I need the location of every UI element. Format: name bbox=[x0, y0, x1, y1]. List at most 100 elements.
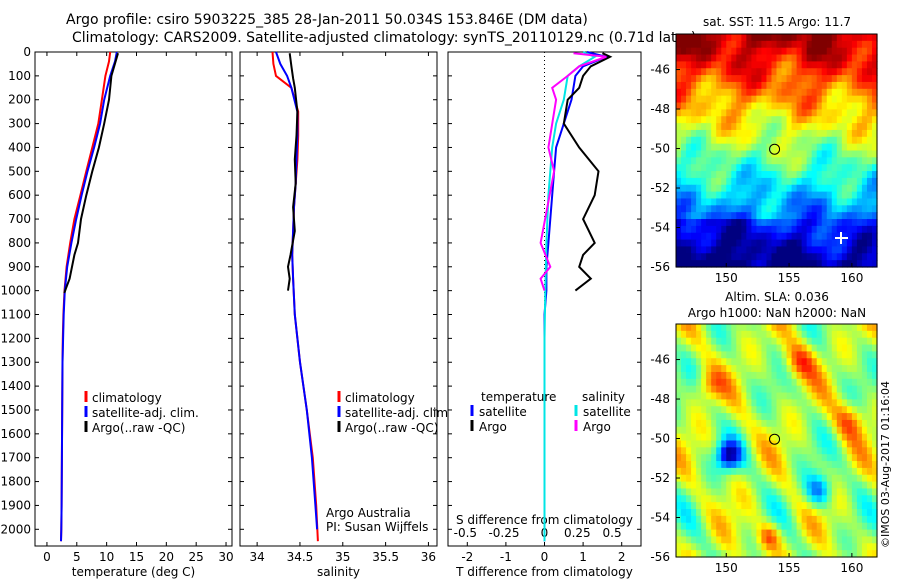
map-cell bbox=[691, 461, 697, 469]
map-cell bbox=[806, 88, 813, 97]
map-cell bbox=[811, 378, 818, 387]
map-cell bbox=[696, 198, 702, 206]
map-cell bbox=[806, 406, 813, 414]
map-cell bbox=[726, 205, 732, 213]
map-cell bbox=[846, 426, 853, 435]
map-cell bbox=[851, 543, 858, 551]
map-cell bbox=[851, 461, 858, 469]
map-cell bbox=[826, 40, 833, 49]
map-cell bbox=[816, 550, 823, 558]
map-cell bbox=[691, 536, 697, 544]
map-cell bbox=[716, 232, 722, 241]
map-cell bbox=[816, 184, 823, 193]
map-cell bbox=[776, 177, 783, 186]
map-cell bbox=[756, 515, 763, 524]
map-cell bbox=[716, 109, 722, 117]
map-cell bbox=[801, 543, 808, 551]
map-cell bbox=[781, 426, 788, 435]
map-cell bbox=[816, 68, 823, 76]
map-cell bbox=[741, 344, 747, 353]
map-cell bbox=[771, 198, 778, 206]
map-cell bbox=[701, 75, 707, 83]
map-cell bbox=[786, 164, 793, 172]
map-cell bbox=[711, 392, 717, 400]
map-cell bbox=[826, 95, 833, 104]
map-cell bbox=[741, 40, 747, 49]
map-cell bbox=[866, 34, 873, 42]
map-cell bbox=[816, 330, 823, 339]
y-tick-label: 1600 bbox=[0, 427, 31, 441]
map-cell bbox=[831, 392, 838, 400]
map-cell bbox=[756, 392, 763, 400]
map-cell bbox=[786, 123, 793, 131]
map-cell bbox=[716, 426, 722, 435]
map-cell bbox=[806, 219, 813, 227]
map-cell bbox=[771, 522, 778, 531]
map-cell bbox=[721, 232, 727, 241]
map-cell bbox=[786, 392, 793, 400]
map-cell bbox=[706, 461, 712, 469]
map-cell bbox=[791, 136, 798, 145]
map-cell bbox=[846, 406, 853, 414]
map-cell bbox=[801, 109, 808, 117]
map-cell bbox=[841, 212, 848, 220]
map-cell bbox=[706, 447, 712, 455]
map-cell bbox=[841, 253, 848, 261]
map-cell bbox=[676, 34, 682, 42]
map-cell bbox=[741, 143, 747, 152]
map-cell bbox=[676, 205, 682, 213]
map-cell bbox=[721, 378, 727, 387]
map-cell bbox=[691, 260, 697, 268]
map-cell bbox=[861, 330, 868, 339]
map-cell bbox=[811, 365, 818, 373]
map-cell bbox=[796, 40, 803, 49]
map-cell bbox=[781, 88, 788, 97]
map-cell bbox=[681, 365, 687, 373]
map-cell bbox=[826, 191, 833, 200]
map-cell bbox=[801, 171, 808, 179]
map-cell bbox=[781, 171, 788, 179]
map-cell bbox=[866, 550, 873, 558]
map-cell bbox=[796, 481, 803, 490]
map-cell bbox=[786, 177, 793, 186]
map-cell bbox=[686, 129, 692, 138]
map-cell bbox=[701, 358, 707, 366]
map-cell bbox=[761, 419, 768, 428]
map-cell bbox=[711, 433, 717, 442]
map-cell bbox=[811, 358, 818, 366]
map-cell bbox=[741, 260, 747, 268]
map-cell bbox=[746, 225, 752, 234]
map-cell bbox=[716, 481, 722, 490]
map-cell bbox=[861, 129, 868, 138]
map-cell bbox=[701, 536, 707, 544]
map-cell bbox=[776, 102, 783, 110]
map-cell bbox=[791, 253, 798, 261]
map-cell bbox=[811, 47, 818, 56]
map-cell bbox=[726, 171, 732, 179]
map-cell bbox=[841, 95, 848, 104]
map-cell bbox=[726, 164, 732, 172]
map-cell bbox=[791, 54, 798, 63]
map-cell bbox=[721, 157, 727, 165]
map-cell bbox=[811, 495, 818, 503]
map-cell bbox=[706, 232, 712, 241]
map-cell bbox=[676, 344, 682, 353]
map-cell bbox=[676, 522, 682, 531]
map-cell bbox=[736, 433, 742, 442]
map-cell bbox=[701, 337, 707, 346]
map-cell bbox=[821, 447, 828, 455]
x-tick-label: 34 bbox=[249, 550, 264, 564]
map-cell bbox=[806, 123, 813, 131]
map-cell bbox=[716, 102, 722, 110]
map-cell bbox=[826, 225, 833, 234]
map-cell bbox=[766, 461, 773, 469]
map-cell bbox=[776, 109, 783, 117]
map-cell bbox=[771, 191, 778, 200]
map-cell bbox=[851, 392, 858, 400]
map-cell bbox=[796, 253, 803, 261]
map-cell bbox=[861, 324, 868, 332]
map-cell bbox=[861, 212, 868, 220]
figure-title-line2: Climatology: CARS2009. Satellite-adjuste… bbox=[72, 30, 697, 46]
map-cell bbox=[806, 253, 813, 261]
map-cell bbox=[686, 177, 692, 186]
